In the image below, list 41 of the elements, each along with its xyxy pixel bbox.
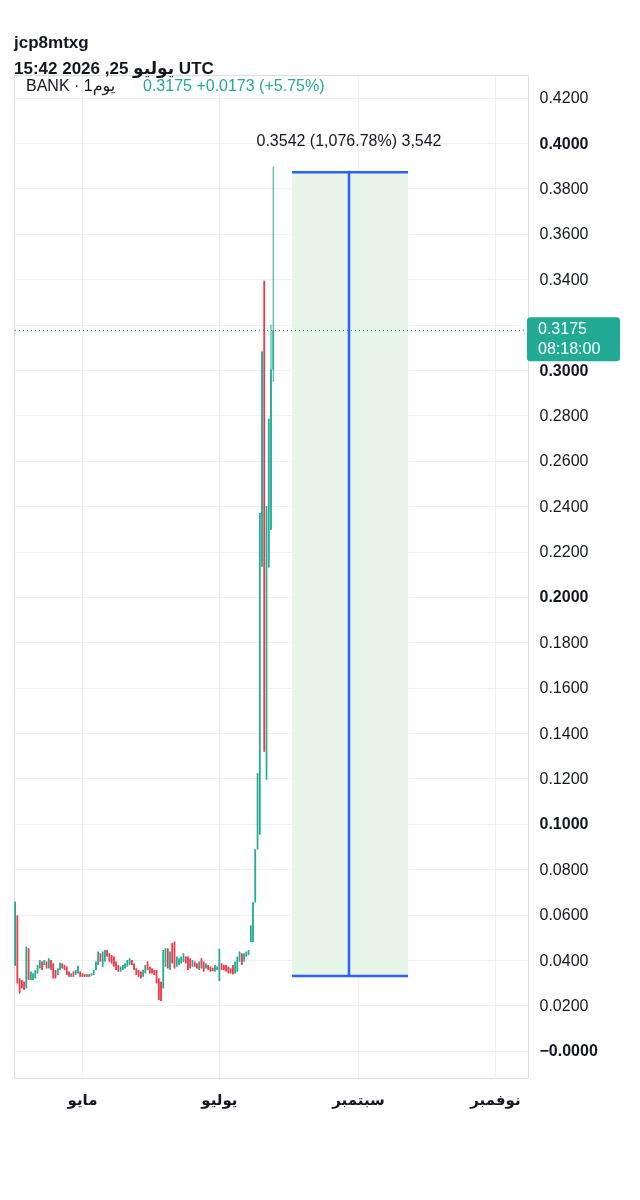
y-tick-label: 0.3000 xyxy=(539,361,589,379)
y-tick-label: 0.1800 xyxy=(539,633,589,651)
y-tick-label: 0.4000 xyxy=(539,134,589,152)
y-tick-label: 0.0400 xyxy=(539,951,589,969)
candlestick xyxy=(104,949,106,963)
candlestick xyxy=(14,901,16,967)
y-tick-label: 0.0800 xyxy=(539,860,589,878)
candlestick xyxy=(234,961,236,974)
y-tick-label: 0.2200 xyxy=(539,543,589,561)
y-tick-label: 0.2400 xyxy=(539,497,589,515)
annotation: 15:42 2026 ,25 يوليو UTC xyxy=(14,59,214,79)
y-tick-label: 0.3400 xyxy=(539,270,589,288)
text: jcp8mtxg xyxy=(13,33,89,52)
candlestick xyxy=(106,949,108,958)
y-tick-label: −0.0000 xyxy=(539,1042,598,1060)
candlestick xyxy=(160,981,162,1002)
y-tick-label: 0.2000 xyxy=(539,588,589,606)
y-tick-label: 0.3800 xyxy=(539,179,589,197)
y-tick-label: 0.1400 xyxy=(539,724,589,742)
y-tick-label: 0.0600 xyxy=(539,906,589,924)
candlestick xyxy=(198,961,201,971)
y-tick-label: 0.1600 xyxy=(539,679,589,697)
candlestick xyxy=(133,962,135,971)
candlestick xyxy=(169,951,171,971)
y-tick-label: 0.1200 xyxy=(539,769,589,787)
y-tick-label: 0.4200 xyxy=(539,89,589,107)
x-tick-label: نوفمبر xyxy=(469,1090,521,1109)
y-tick-label: 0.3600 xyxy=(539,225,589,243)
x-tick-label: مايو xyxy=(66,1090,98,1109)
y-tick-label: 0.2600 xyxy=(539,452,589,470)
chart-title: BANK · 1يوم xyxy=(26,77,116,96)
candlestick xyxy=(29,971,32,981)
x-tick-label: سبتمبر xyxy=(331,1090,385,1109)
chart-subtitle: 0.3175 +0.0173 (+5.75%) xyxy=(143,77,325,94)
band-label: 0.3542 (1,076.78%) 3,542 xyxy=(256,132,442,150)
y-tick-label: 0.2800 xyxy=(539,406,589,424)
y-tick-label: 0.1000 xyxy=(539,815,589,833)
candlestick xyxy=(32,972,34,981)
y-tick-label: 0.0200 xyxy=(539,996,589,1014)
ref-line-label: 0.3175 08:18:00 xyxy=(538,320,601,358)
x-tick-label: يوليو xyxy=(200,1090,238,1109)
